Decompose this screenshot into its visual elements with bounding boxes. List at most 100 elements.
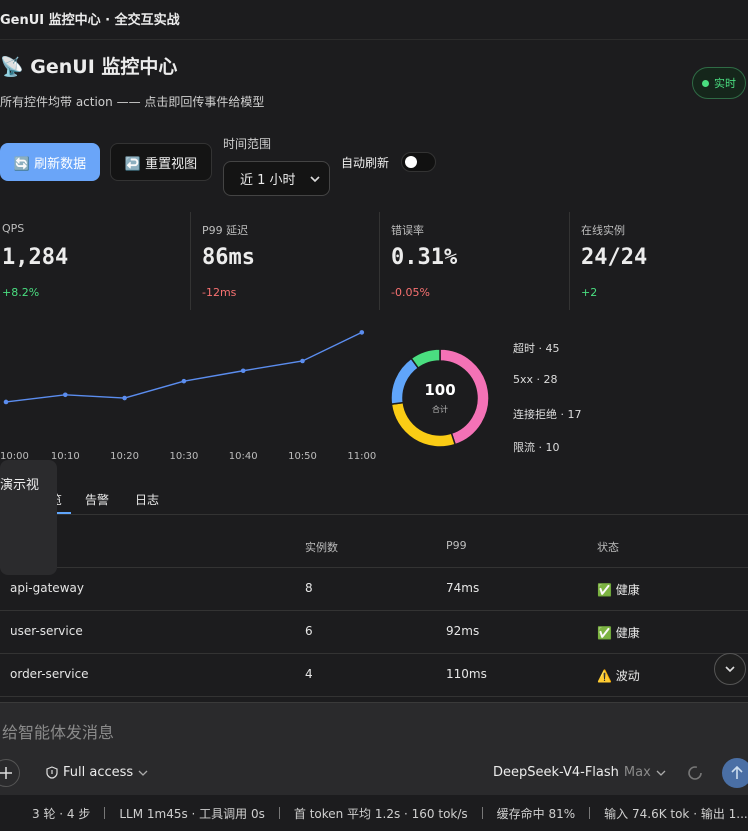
chevron <box>656 770 666 776</box>
data-point <box>3 399 9 405</box>
legend-item: 超时 · 45 <box>513 342 560 355</box>
table-header: 状态 <box>597 541 619 554</box>
divider <box>379 212 380 310</box>
toggle-knob <box>405 156 417 168</box>
range-value: 近 1 小时 <box>240 173 296 188</box>
x-tick-label: 10:20 <box>110 451 139 462</box>
line-chart: 10:00 10:10 10:20 10:30 10:40 10:50 11:00 <box>0 330 376 462</box>
reset-button[interactable]: ↩️ 重置视图 <box>110 143 212 181</box>
overlay: 演示视 <box>0 460 57 575</box>
data-point <box>240 368 246 374</box>
spinner <box>688 766 702 780</box>
legend-item: 5xx · 28 <box>513 373 558 386</box>
range-label: 时间范围 <box>223 137 272 151</box>
metric-label: QPS <box>2 222 25 235</box>
separator <box>278 807 280 819</box>
metric-delta: +2 <box>581 286 598 299</box>
live-dot <box>702 79 709 87</box>
badge-text: 实时 <box>714 77 736 90</box>
table-cell: order-service <box>10 667 89 681</box>
metric-delta: -0.05% <box>391 286 430 299</box>
row-divider <box>0 567 748 568</box>
metric-value: 0.31% <box>391 245 458 270</box>
access-selector[interactable]: Full access <box>46 765 148 780</box>
scroll-down-button[interactable] <box>714 653 746 685</box>
table-cell: 92ms <box>446 624 480 638</box>
model-name: DeepSeek-V4-Flash <box>493 765 619 780</box>
table-cell: 110ms <box>446 667 487 681</box>
chevron <box>309 175 320 182</box>
composer: 给智能体发消息 Full access DeepSeek-V4-Flash Ma… <box>0 702 748 795</box>
x-tick-label: 11:00 <box>347 451 376 462</box>
status-item: 输入 74.6K tok · 输出 1... <box>604 806 748 821</box>
arrow-icon <box>731 766 743 779</box>
x-tick-label: 10:10 <box>51 451 80 462</box>
status-item: LLM 1m45s · 工具调用 0s <box>119 806 265 821</box>
data-point <box>300 358 305 364</box>
refresh-button[interactable]: 🔄 刷新数据 <box>0 143 100 181</box>
line-series <box>5 331 363 403</box>
legend-item: 连接拒绝 · 17 <box>513 408 582 421</box>
status-bar: 3 轮 · 4 步 LLM 1m45s · 工具调用 0s 首 token 平均 1… <box>0 795 748 831</box>
legend-item: 限流 · 10 <box>513 441 560 454</box>
table-cell: ⚠️ 波动 <box>597 669 640 683</box>
data-point <box>181 378 187 384</box>
auto-refresh-label: 自动刷新 <box>341 156 390 170</box>
chevron <box>138 770 148 776</box>
composer-input[interactable]: 给智能体发消息 <box>2 723 115 742</box>
send-button[interactable] <box>722 758 748 788</box>
topbar-title: GenUI 监控中心 · 全交互实战 <box>0 13 180 28</box>
separator <box>481 807 483 819</box>
separator <box>104 807 106 819</box>
metric-value: 1,284 <box>2 245 69 270</box>
table-cell: 6 <box>305 624 313 638</box>
divider <box>0 514 748 515</box>
x-tick-label: 10:40 <box>229 451 258 462</box>
separator <box>589 807 591 819</box>
table-cell: 8 <box>305 581 313 595</box>
toggle[interactable] <box>401 152 436 172</box>
plus-icon <box>0 767 12 779</box>
live-badge: 实时 <box>692 67 746 99</box>
metric-value: 86ms <box>202 245 255 270</box>
add-button[interactable] <box>0 759 20 787</box>
x-tick-label: 10:50 <box>288 451 317 462</box>
divider <box>569 212 570 310</box>
model-selector[interactable]: DeepSeek-V4-Flash Max <box>493 765 666 780</box>
table-header: P99 <box>446 539 467 552</box>
tab[interactable]: 日志 <box>135 493 160 507</box>
subtitle: 所有控件均带 action —— 点击即回传事件给模型 <box>0 95 265 109</box>
effort: Max <box>623 765 651 780</box>
table-cell: 74ms <box>446 581 480 595</box>
page-title: 📡 GenUI 监控中心 <box>0 56 178 78</box>
metric-delta: +8.2% <box>2 286 40 299</box>
data-point <box>63 392 68 398</box>
table-cell: 4 <box>305 667 313 681</box>
metric-label: P99 延迟 <box>202 224 249 237</box>
divider <box>0 39 748 40</box>
table-cell: ✅ 健康 <box>597 583 640 597</box>
x-tick-label: 10:00 <box>0 451 29 462</box>
donut-total-label: 合计 <box>432 404 448 414</box>
range-select[interactable]: 近 1 小时 <box>223 161 330 196</box>
data-point <box>122 395 127 401</box>
donut-segment <box>410 348 441 370</box>
status-item: 3 轮 · 4 步 <box>32 806 91 821</box>
table-header: 实例数 <box>305 541 338 554</box>
access-text: Full access <box>63 765 134 780</box>
shield-icon <box>46 766 58 779</box>
data-point <box>359 330 365 335</box>
metric-label: 错误率 <box>391 224 424 237</box>
status-item: 缓存命中 81% <box>496 806 576 821</box>
x-tick-label: 10:30 <box>169 451 198 462</box>
status-item: 首 token 平均 1.2s · 160 tok/s <box>293 806 468 821</box>
table-cell: api-gateway <box>10 581 84 595</box>
row-divider <box>0 653 748 654</box>
tab[interactable]: 告警 <box>85 493 110 507</box>
donut-chart: 100 合计 <box>390 348 490 448</box>
overlay-text: 演示视 <box>0 478 40 493</box>
metric-label: 在线实例 <box>581 224 625 237</box>
row-divider <box>0 610 748 611</box>
